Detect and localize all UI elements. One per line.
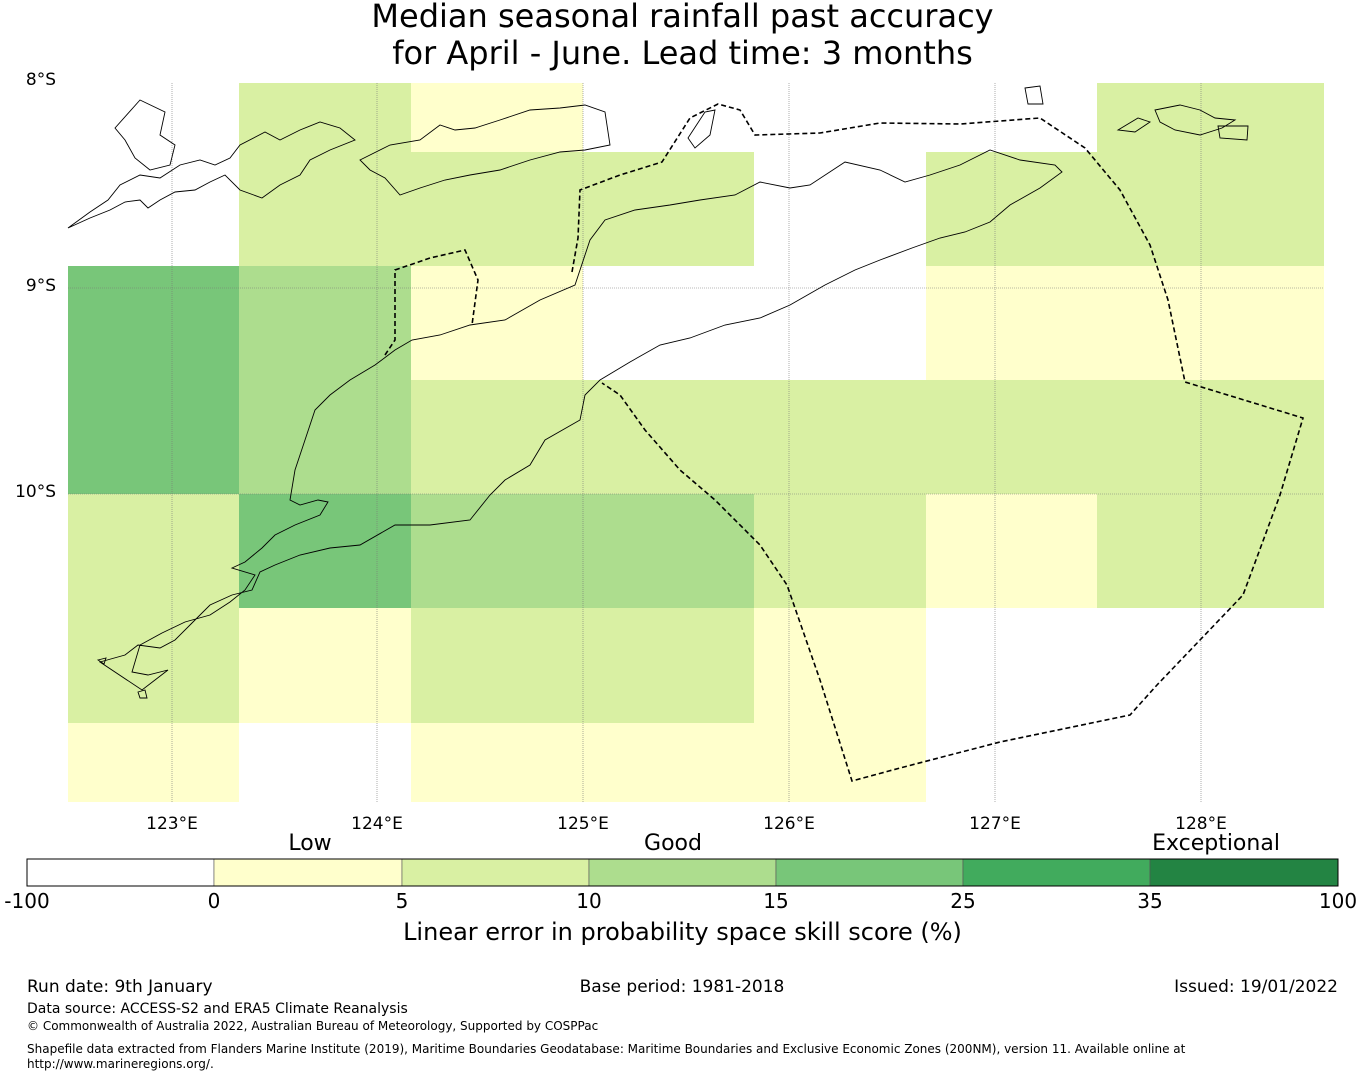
colorbar-tick: 5 (395, 889, 409, 913)
lon-label-125e: 125°E (557, 814, 609, 834)
grid-cell (68, 380, 239, 494)
lat-label-8s: 8°S (25, 70, 56, 90)
grid-cell (754, 723, 926, 802)
colorbar-segment (26, 858, 215, 887)
lon-label-127e: 127°E (969, 814, 1021, 834)
eez-boundary-dashed (384, 103, 1304, 782)
grid-cell (926, 494, 1097, 608)
ndana-island-outline (137, 689, 148, 699)
grid-cell (68, 266, 239, 380)
grid-cell (1097, 152, 1324, 266)
grid-cell (68, 723, 239, 802)
graticule (68, 83, 1324, 802)
grid-cell (239, 83, 411, 152)
atauro-island-outline (687, 109, 716, 149)
wetar-island-outline (359, 104, 611, 196)
lakor-island-outline (1217, 125, 1249, 141)
shapefile-credit: Shapefile data extracted from Flanders M… (27, 1042, 1186, 1056)
category-good: Good (644, 831, 702, 856)
category-low: Low (288, 831, 332, 856)
grid-cell (411, 494, 583, 608)
grid-cell (1097, 266, 1324, 380)
colorbar-segment (213, 858, 403, 887)
colorbar-tick: 15 (763, 889, 789, 913)
coastlines (67, 85, 1249, 699)
colorbar-tick: 25 (950, 889, 976, 913)
grid-cell (583, 723, 754, 802)
colorbar-tick: -100 (4, 889, 50, 913)
moa-island-outline (1154, 104, 1237, 136)
colorbar-tick: 100 (1318, 889, 1358, 913)
lat-label-10s: 10°S (15, 482, 56, 502)
issued-date: Issued: 19/01/2022 (1174, 977, 1338, 997)
grid-cell (411, 83, 583, 152)
colorbar-label: Linear error in probability space skill … (403, 918, 962, 946)
colorbar-segment (962, 858, 1151, 887)
colorbar-tick: 0 (207, 889, 221, 913)
grid-cell (68, 608, 239, 723)
leti-island-outline (1116, 117, 1152, 133)
grid-cell (411, 152, 583, 266)
grid-cell (926, 266, 1097, 380)
grid-cell (926, 152, 1097, 266)
grid-cell (1097, 380, 1324, 494)
grid-cell (754, 494, 926, 608)
run-date: Run date: 9th January (27, 977, 213, 997)
colorbar-segment (588, 858, 777, 887)
colorbar-tick: 35 (1137, 889, 1163, 913)
category-exceptional: Exceptional (1152, 831, 1280, 856)
chart-title-line1: Median seasonal rainfall past accuracy (371, 0, 994, 35)
copyright: © Commonwealth of Australia 2022, Austra… (27, 1019, 599, 1033)
grid-cell (754, 608, 926, 723)
alor-island-outline (114, 99, 176, 171)
colorbar-segment (775, 858, 964, 887)
data-source: Data source: ACCESS-S2 and ERA5 Climate … (27, 1001, 408, 1017)
lon-label-123e: 123°E (146, 814, 198, 834)
grid-cell (239, 608, 411, 723)
colorbar (26, 858, 1339, 887)
lon-label-126e: 126°E (763, 814, 815, 834)
chart-title-line2: for April - June. Lead time: 3 months (392, 34, 973, 72)
colorbar-segment (1149, 858, 1339, 887)
grid-cell (583, 608, 754, 723)
grid-cell (754, 380, 926, 494)
kisar-island-outline (1024, 85, 1044, 105)
colorbar-segment (401, 858, 590, 887)
base-period: Base period: 1981-2018 (579, 977, 785, 997)
grid-cell (411, 266, 583, 380)
grid-cell (411, 723, 583, 802)
colorbar-frame (26, 858, 1339, 887)
lat-label-9s: 9°S (25, 276, 56, 296)
grid-cell (583, 152, 754, 266)
flores-island-outline (67, 121, 356, 229)
colorbar-tick: 10 (576, 889, 602, 913)
lon-label-124e: 124°E (351, 814, 403, 834)
grid-cell (411, 608, 583, 723)
grid-cell (239, 152, 411, 266)
grid-cell (1097, 83, 1324, 152)
grid-cell (1097, 494, 1324, 608)
shapefile-url: http://www.marineregions.org/. (27, 1057, 214, 1071)
grid-cell (239, 266, 411, 380)
grid-cell (239, 380, 411, 494)
grid-cell (926, 380, 1097, 494)
grid-cell (411, 380, 583, 494)
grid-cell (583, 380, 754, 494)
skill-grid (68, 83, 1324, 802)
grid-cell (583, 494, 754, 608)
grid-cell (68, 494, 239, 608)
grid-cell (239, 494, 411, 608)
semau-island-outline (96, 657, 107, 665)
timor-island-outline (98, 149, 1063, 691)
lon-label-128e: 128°E (1175, 814, 1227, 834)
